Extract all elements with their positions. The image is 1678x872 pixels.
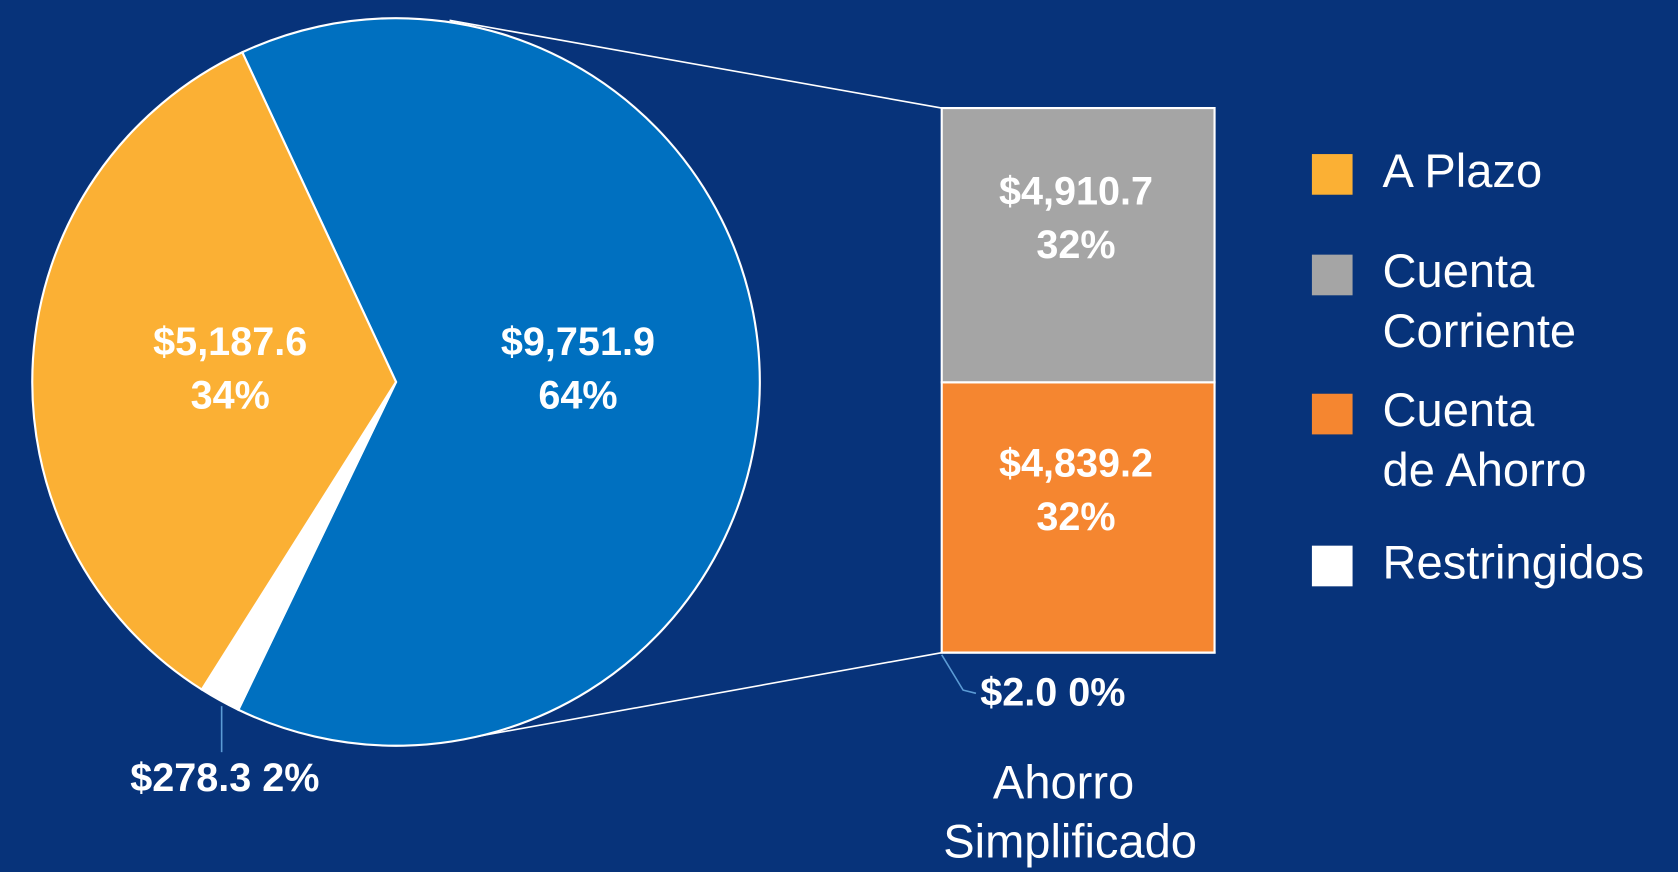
- data-label: 32%: [1036, 495, 1115, 539]
- data-label: $278.3: [130, 757, 251, 801]
- text-line: de Ahorro: [1383, 443, 1587, 496]
- data-label: 34%: [191, 373, 270, 417]
- data-label: $9,751.9: [501, 320, 655, 364]
- pie-slice: [31, 50, 398, 692]
- connector-line: [449, 19, 942, 109]
- legend-swatch: [1311, 154, 1353, 195]
- legend-swatch: [1311, 545, 1353, 587]
- data-label: $4,910.7: [999, 169, 1153, 213]
- data-label: $5,187.6: [153, 320, 307, 364]
- text-line: Cuenta: [1383, 244, 1548, 297]
- legend-label: Cuenta Corriente: [1383, 244, 1577, 357]
- text-line: Cuenta: [1383, 384, 1548, 437]
- legend-swatch: [1311, 254, 1353, 296]
- bar-segment: [940, 106, 1216, 384]
- bar-segment: [940, 381, 1216, 654]
- legend-label: A Plazo: [1383, 144, 1543, 197]
- data-label: $4,839.2: [999, 442, 1153, 486]
- pie-slice: [236, 17, 761, 747]
- connector-line: [449, 651, 942, 743]
- data-label: 0%: [1068, 671, 1125, 715]
- leader-line: [941, 654, 977, 695]
- data-label: 64%: [538, 373, 617, 417]
- data-label: $278.3 2%: [130, 757, 319, 801]
- text-line: Simplificado: [943, 815, 1197, 868]
- data-label: $2.0: [980, 671, 1057, 715]
- text-line: Ahorro: [993, 756, 1147, 809]
- legend-label: Cuenta de Ahorro: [1383, 384, 1587, 497]
- data-label: 2%: [262, 757, 319, 801]
- legend-swatch: [1311, 393, 1353, 435]
- data-label: $2.0 0%: [980, 671, 1125, 715]
- bar-name: Ahorro Simplificado: [943, 756, 1197, 868]
- legend-label: Restringidos: [1383, 535, 1645, 588]
- text-line: Corriente: [1383, 304, 1577, 357]
- data-label: 32%: [1036, 223, 1115, 267]
